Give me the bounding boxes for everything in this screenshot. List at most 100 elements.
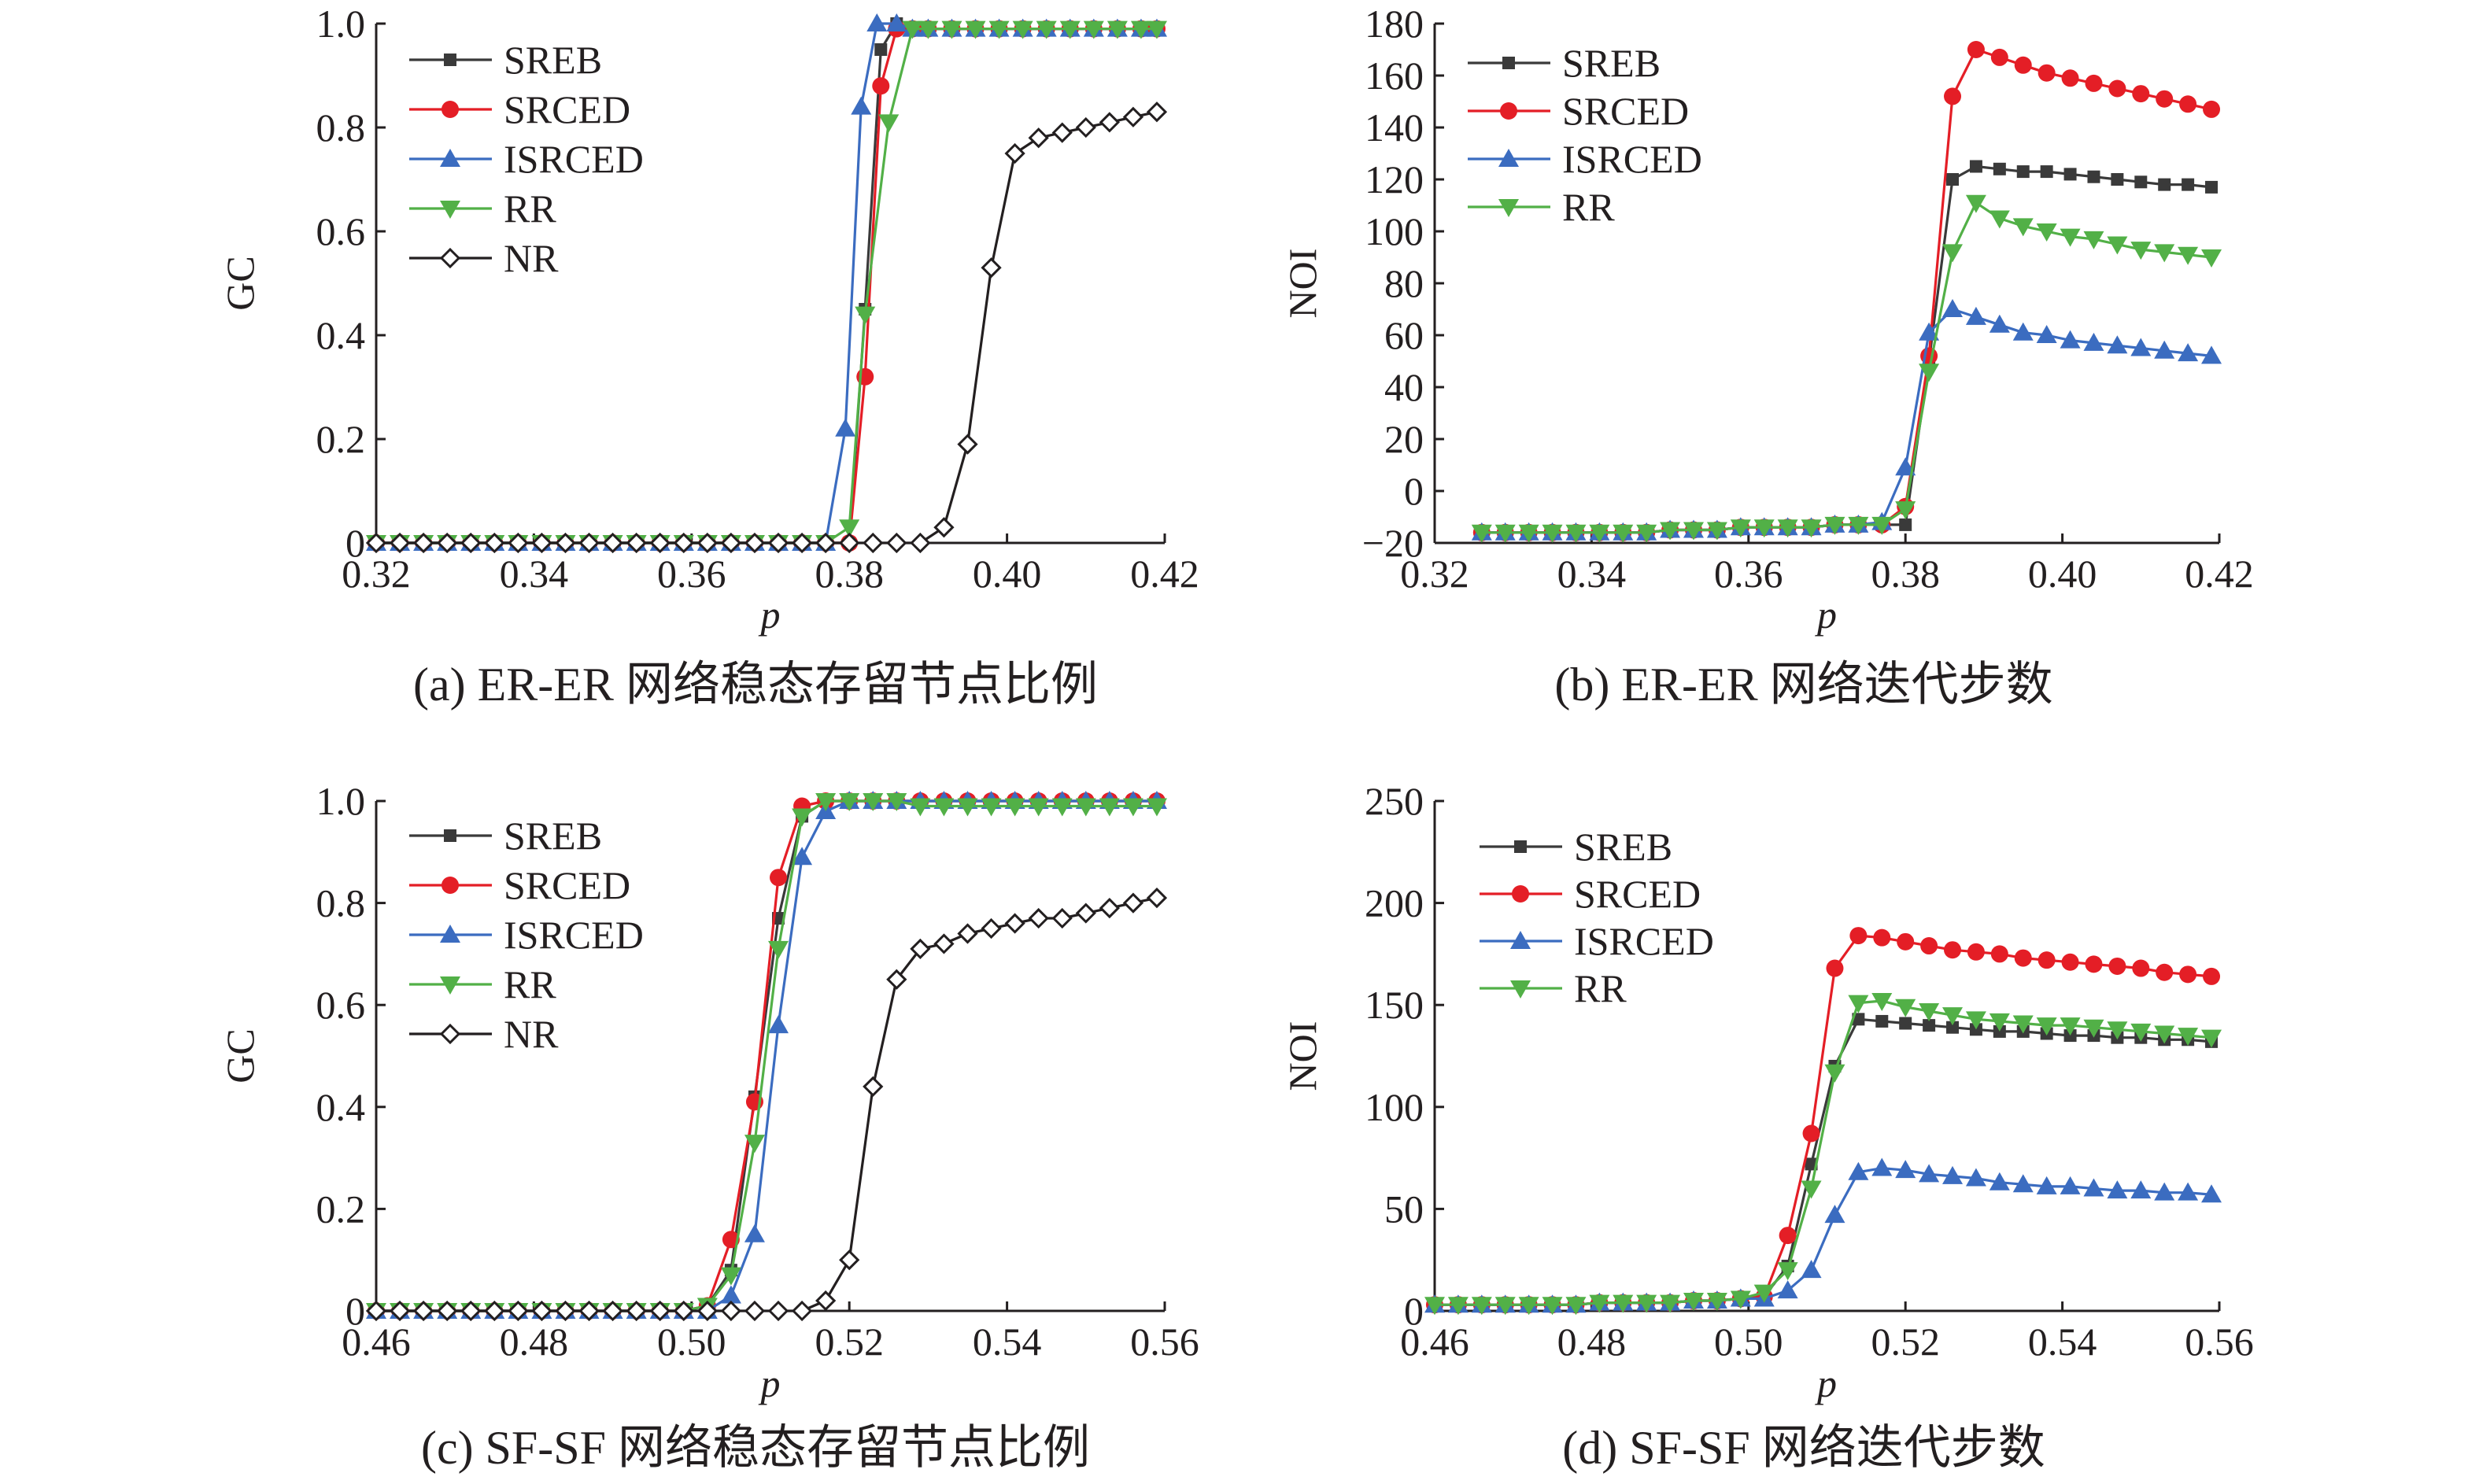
legend-marker-isrced (440, 149, 460, 167)
legend-label-rr: RR (504, 186, 556, 231)
data-point-srced (2156, 963, 2174, 981)
data-point-rr (1636, 524, 1657, 543)
data-point-rr (1424, 1297, 1445, 1316)
data-point-nr (957, 923, 978, 944)
data-point-rr (1753, 1284, 1775, 1303)
x-tick-label: 0.40 (2028, 552, 2097, 596)
data-point-nr (626, 1300, 647, 1322)
data-point-rr (1777, 1262, 1798, 1281)
data-point-nr (744, 532, 766, 554)
legend: SREB SRCED ISRCED RR NR (409, 38, 644, 280)
data-point-sreb (1923, 1019, 1936, 1032)
data-point-isrced (866, 13, 888, 31)
y-tick-label: 150 (1365, 983, 1424, 1027)
series-rr (1424, 993, 2222, 1316)
series-nr (365, 887, 1168, 1322)
data-point-nr (555, 532, 576, 554)
legend-marker-sreb (444, 829, 456, 842)
y-tick-label: 0.4 (316, 313, 366, 357)
data-point-nr (602, 1300, 623, 1322)
data-point-rr (1895, 999, 1916, 1017)
data-point-nr (767, 532, 789, 554)
data-point-nr (1004, 142, 1025, 164)
data-point-isrced (2012, 322, 2034, 341)
y-axis-label: GC (218, 256, 262, 310)
data-point-rr (1706, 522, 1727, 541)
legend-marker-rr (440, 201, 460, 219)
data-point-isrced (2036, 325, 2057, 343)
data-point-sreb (2158, 178, 2171, 191)
data-point-rr (1471, 1297, 1492, 1316)
data-point-isrced (2178, 343, 2199, 362)
data-point-nr (933, 933, 955, 954)
data-point-rr (2036, 1017, 2057, 1036)
series-line-sreb (376, 22, 1157, 545)
data-point-nr (1099, 897, 1120, 919)
series-rr (366, 20, 1167, 553)
series-line-sreb (1435, 1017, 2212, 1306)
data-point-nr (839, 532, 860, 554)
data-point-rr (1824, 1064, 1845, 1083)
data-point-srced (1897, 932, 1915, 951)
data-point-rr (1683, 1293, 1705, 1312)
data-point-sreb (1899, 1017, 1912, 1030)
data-point-rr (1004, 798, 1025, 817)
data-point-rr (1942, 1007, 1964, 1026)
data-point-rr (855, 306, 876, 325)
legend-marker-sreb (1502, 57, 1515, 69)
data-point-nr (412, 1300, 434, 1322)
caption-a: (a) ER-ER 网络稳态存留节点比例 (413, 659, 1098, 711)
data-point-rr (1012, 20, 1033, 39)
data-point-isrced (2154, 340, 2175, 359)
data-point-rr (1753, 519, 1775, 538)
x-tick-label: 0.32 (1400, 552, 1469, 596)
caption-b: (b) ER-ER 网络迭代步数 (1554, 659, 2052, 711)
series-rr (366, 793, 1167, 1321)
data-point-isrced (1965, 1168, 1986, 1187)
data-point-rr (1122, 798, 1143, 817)
data-point-nr (1051, 122, 1073, 143)
data-point-nr (1146, 102, 1168, 123)
y-axis-label: GC (218, 1028, 262, 1083)
y-tick-label: 180 (1365, 2, 1424, 46)
data-point-isrced (2060, 330, 2081, 349)
data-point-rr (1130, 20, 1151, 39)
x-tick-label: 0.42 (2185, 552, 2254, 596)
data-point-rr (941, 20, 962, 39)
panel-b-er-noi: −20 0 20 40 60 80 100 120 140 160 180 0.32 0.34 0.36 0… (1280, 2, 2254, 637)
legend: SREB SRCED ISRCED RR NR (409, 814, 644, 1056)
data-point-nr (1122, 106, 1144, 127)
y-tick-label: 0.6 (316, 983, 366, 1027)
data-point-rr (1942, 244, 1964, 263)
legend-label-nr: NR (504, 1012, 559, 1056)
data-point-rr (1683, 522, 1705, 541)
data-point-isrced (1801, 1260, 1822, 1279)
data-point-sreb (1969, 160, 1982, 173)
data-point-rr (1706, 1293, 1727, 1312)
data-point-rr (1075, 798, 1096, 817)
data-point-nr (626, 532, 647, 554)
data-point-rr (792, 808, 813, 827)
data-point-srced (1920, 937, 1938, 955)
data-point-rr (1801, 1180, 1822, 1199)
data-point-rr (2107, 236, 2128, 255)
y-axis-label: NOI (1280, 1021, 1324, 1091)
legend-marker-isrced (1510, 931, 1531, 949)
data-point-nr (389, 532, 411, 554)
data-point-nr (460, 532, 482, 554)
legend-label-rr: RR (1574, 966, 1627, 1010)
data-point-rr (768, 940, 789, 959)
data-point-isrced (2083, 1178, 2104, 1197)
data-point-nr (791, 532, 813, 554)
data-point-rr (1871, 993, 1893, 1012)
series-isrced (1424, 1157, 2222, 1313)
data-point-srced (1802, 1124, 1820, 1143)
legend-label-nr: NR (504, 236, 559, 280)
data-point-nr (1028, 127, 1049, 149)
panel-a-er-gc: 0 0.2 0.4 0.6 0.8 1.0 0.32 0.34 0.36 0.38 0.40 0.42… (218, 2, 1199, 637)
data-point-rr (988, 20, 1010, 39)
y-tick-label: 0.2 (316, 417, 366, 461)
series-rr (1471, 194, 2222, 543)
